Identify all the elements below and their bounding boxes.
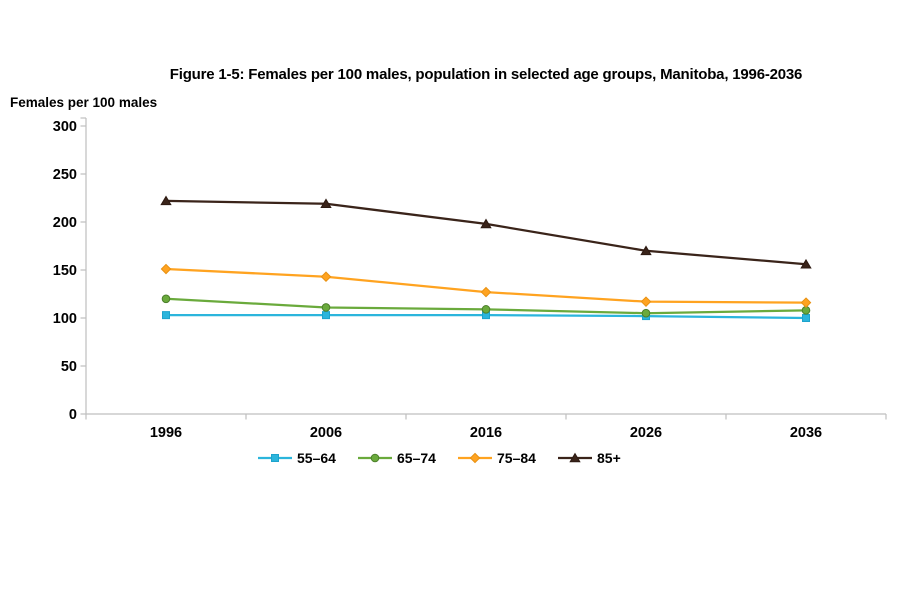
circle-marker: [370, 453, 380, 463]
series-line: [165, 267, 807, 304]
x-axis-ticks: 1996 2006 2016 2026 2036: [85, 414, 887, 441]
y-tick-label: 150: [53, 263, 77, 279]
circle-marker: [481, 305, 491, 314]
triangle-marker: [320, 198, 332, 209]
diamond-marker: [320, 271, 332, 283]
y-axis-title: Females per 100 males: [10, 95, 158, 110]
triangle-marker: [569, 452, 581, 463]
circle-marker: [161, 294, 171, 304]
series-65-74: [161, 294, 811, 318]
x-tick-label: 2036: [790, 425, 822, 441]
triangle-marker: [480, 218, 492, 229]
axes: [80, 117, 886, 415]
x-tick-label: 2016: [470, 425, 502, 441]
diamond-marker: [480, 286, 492, 298]
y-tick-label: 100: [53, 311, 77, 327]
legend-item-65-74: 65–74: [358, 450, 436, 466]
diamond-marker: [640, 296, 652, 307]
x-tick-label: 2006: [310, 425, 342, 441]
legend-item-55-64: 55–64: [258, 450, 336, 466]
y-tick-label: 200: [53, 215, 77, 231]
y-tick-label: 50: [61, 359, 77, 375]
triangle-marker: [640, 245, 652, 256]
square-marker: [162, 311, 170, 320]
chart-title: Figure 1-5: Females per 100 males, popul…: [169, 66, 803, 83]
triangle-marker: [800, 258, 812, 269]
square-marker: [802, 314, 810, 322]
circle-marker: [321, 303, 331, 312]
square-marker: [271, 454, 279, 462]
square-marker: [322, 311, 330, 320]
y-tick-label: 250: [53, 167, 77, 183]
triangle-marker: [160, 195, 172, 206]
y-axis-ticks: 0 50 100 150 200 250 300: [53, 119, 86, 423]
series-85plus: [160, 195, 812, 269]
x-tick-label: 1996: [150, 425, 182, 441]
legend-label: 85+: [597, 450, 621, 466]
x-tick-label: 2026: [630, 425, 662, 441]
y-tick-label: 300: [53, 119, 77, 135]
legend-label: 65–74: [397, 450, 436, 466]
legend-item-85plus: 85+: [558, 450, 621, 466]
legend-label: 55–64: [297, 450, 336, 466]
legend-label: 75–84: [497, 450, 536, 466]
y-tick-label: 0: [69, 407, 77, 423]
series-75-84: [160, 263, 812, 308]
diamond-marker: [160, 263, 172, 275]
diamond-marker: [469, 452, 481, 464]
diamond-marker: [800, 297, 812, 308]
series-line: [165, 199, 807, 266]
legend-item-75-84: 75–84: [458, 450, 536, 466]
legend: 55–64 65–74 75–84 85+: [258, 450, 621, 466]
circle-marker: [641, 308, 651, 318]
